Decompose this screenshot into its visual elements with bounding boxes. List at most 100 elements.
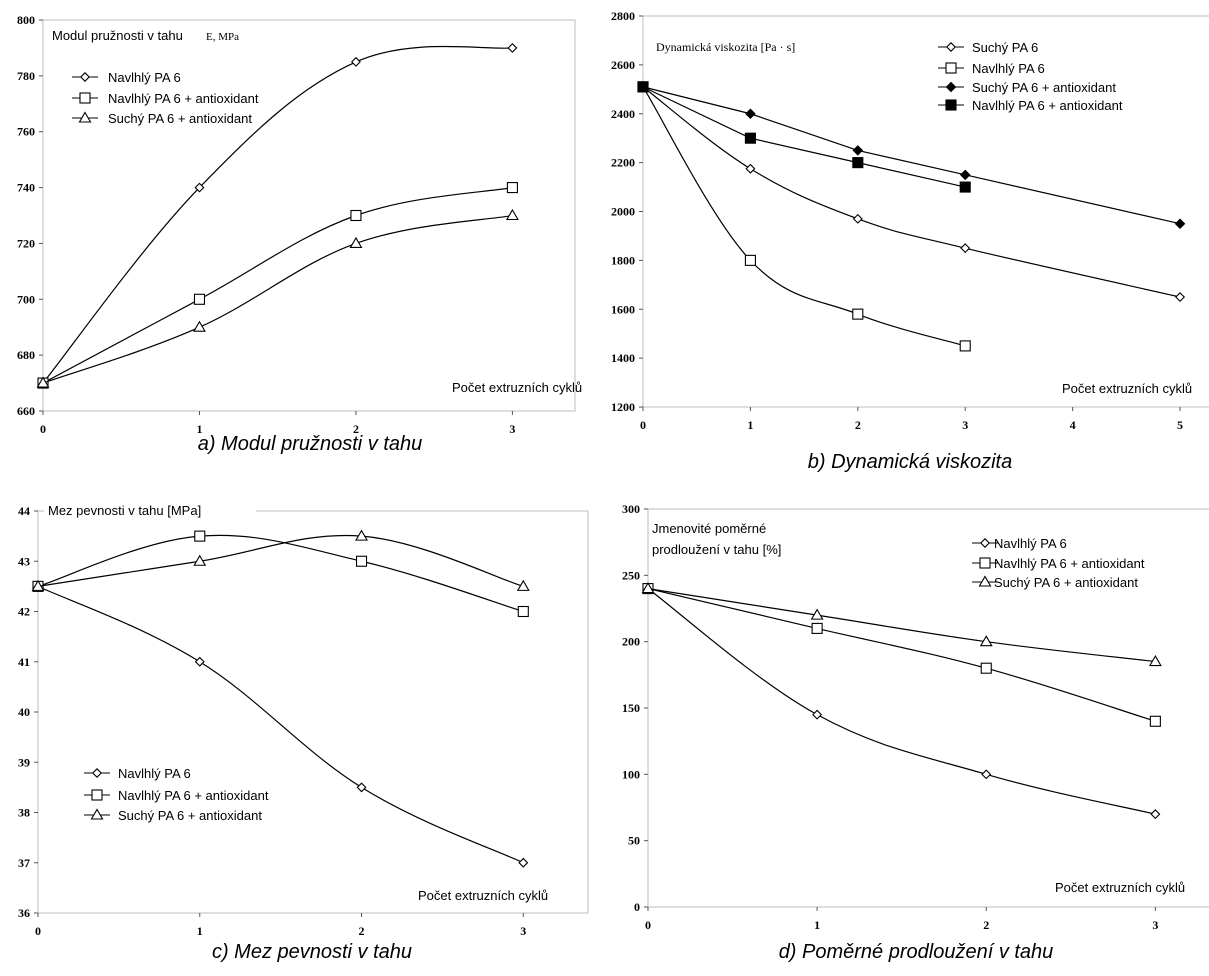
legend-item [72, 92, 98, 104]
panel-b-plot-frame [642, 15, 1209, 408]
data-point [506, 182, 518, 194]
data-point [193, 293, 206, 305]
panel-c-caption: c) Mez pevnosti v tahu [212, 941, 412, 963]
data-point [516, 579, 530, 591]
x-tick-label: 1 [747, 418, 753, 432]
legend-item [938, 42, 964, 52]
series-line [642, 86, 966, 188]
data-point [745, 163, 756, 174]
legend-label: Navlhlý PA 6 + antioxidant [118, 788, 269, 803]
data-point [852, 145, 864, 156]
legend-item [84, 789, 110, 801]
legend-item [84, 808, 110, 820]
x-tick-label: 3 [509, 422, 515, 436]
series-line [37, 534, 524, 587]
legend-label: Navlhlý PA 6 + antioxidant [108, 91, 259, 106]
series-line [37, 534, 524, 613]
panel-b-legend: Suchý PA 6 Navlhlý PA 6 Suchý PA 6 + ant… [938, 40, 1123, 113]
y-tick-label: 780 [17, 69, 35, 83]
panel-a-plot-frame [42, 19, 576, 412]
legend-label: Suchý PA 6 + antioxidant [994, 575, 1138, 590]
panel-b-caption: b) Dynamická viskozita [808, 451, 1013, 473]
series-line [647, 588, 1156, 663]
series-line [37, 585, 524, 864]
panel-a-caption: a) Modul pružnosti v tahu [198, 433, 423, 455]
data-point [1175, 292, 1186, 303]
legend-marker [80, 72, 90, 82]
data-point [745, 108, 756, 120]
legend-item [72, 111, 98, 123]
y-tick-label: 740 [17, 181, 35, 195]
panel-d-title: Jmenovité poměrné [652, 521, 766, 536]
data-point [355, 529, 368, 541]
data-point [194, 182, 205, 193]
legend-label: Navlhlý PA 6 [118, 766, 191, 781]
legend-marker [92, 768, 102, 778]
data-point [979, 635, 993, 647]
legend-item [972, 575, 998, 587]
data-point [36, 376, 50, 388]
y-tick-label: 2800 [611, 9, 635, 23]
panel-d-xlabel: Počet extruzních cyklů [1055, 880, 1185, 895]
legend-item [938, 81, 964, 93]
data-point [194, 530, 206, 542]
y-tick-label: 760 [17, 125, 35, 139]
legend-label: Suchý PA 6 [972, 40, 1038, 55]
legend-item [72, 72, 98, 82]
y-tick-label: 1400 [611, 351, 635, 365]
data-point [811, 622, 823, 634]
data-point [959, 169, 971, 181]
y-tick-label: 42 [18, 605, 30, 619]
data-point [637, 81, 649, 93]
panel-a: Modul pružnosti v tahu E, MPa Počet extr… [17, 13, 582, 455]
y-tick-label: 300 [622, 502, 640, 516]
y-tick-label: 0 [634, 900, 640, 914]
y-tick-label: 660 [17, 404, 35, 418]
legend-marker [979, 557, 991, 569]
data-point [355, 555, 368, 567]
x-tick-label: 3 [962, 418, 968, 432]
data-point [507, 42, 518, 53]
data-point [193, 320, 206, 332]
y-tick-label: 1200 [611, 400, 635, 414]
y-tick-label: 800 [17, 13, 35, 27]
legend-label: Navlhlý PA 6 [994, 536, 1067, 551]
data-point [517, 605, 529, 618]
data-point [960, 243, 971, 254]
series-line [42, 45, 513, 384]
data-point [744, 132, 756, 144]
data-point [812, 709, 823, 720]
panel-c: Mez pevnosti v tahu [MPa] Počet extruzní… [18, 502, 589, 963]
x-tick-label: 3 [1152, 918, 1158, 932]
y-tick-label: 50 [628, 834, 640, 848]
y-tick-label: 2400 [611, 107, 635, 121]
y-tick-label: 2600 [611, 58, 635, 72]
panel-c-xlabel: Počet extruzních cyklů [418, 888, 548, 903]
panel-d-ticks: 0 50 100 150 200 250 300 0 1 2 3 [622, 502, 1158, 932]
panel-a-xlabel: Počet extruzních cyklů [452, 380, 582, 395]
y-tick-label: 1800 [611, 253, 635, 267]
data-point [641, 582, 655, 594]
panel-a-series [36, 42, 519, 389]
y-tick-label: 2000 [611, 205, 635, 219]
panel-a-title: Modul pružnosti v tahu [52, 28, 183, 43]
data-point [349, 236, 363, 248]
x-tick-label: 0 [645, 918, 651, 932]
series-line [42, 186, 513, 384]
panel-c-title-box [44, 502, 256, 520]
panel-b: Dynamická viskozita [Pa · s] Počet extru… [611, 9, 1209, 473]
panel-c-title: Mez pevnosti v tahu [MPa] [48, 503, 201, 518]
panel-b-xlabel: Počet extruzních cyklů [1062, 381, 1192, 396]
legend-item [938, 62, 964, 74]
x-tick-label: 1 [814, 918, 820, 932]
y-tick-label: 40 [18, 705, 30, 719]
y-tick-label: 720 [17, 236, 35, 250]
legend-marker [946, 42, 956, 52]
x-tick-label: 0 [40, 422, 46, 436]
y-tick-label: 36 [18, 906, 30, 920]
legend-marker [978, 575, 992, 587]
data-point [959, 181, 971, 193]
legend-marker [945, 81, 957, 93]
y-tick-label: 38 [18, 806, 30, 820]
